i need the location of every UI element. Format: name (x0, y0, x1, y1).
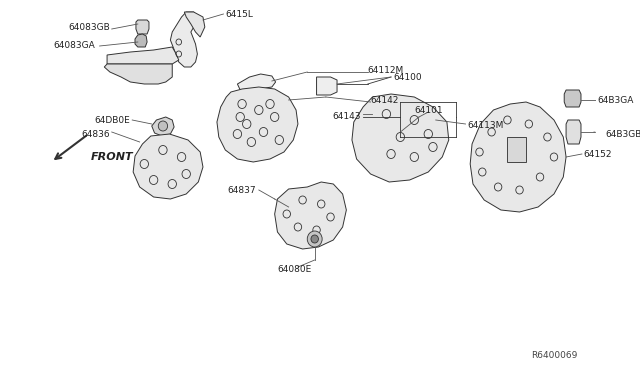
Polygon shape (170, 12, 197, 67)
Polygon shape (317, 77, 337, 95)
Polygon shape (133, 134, 203, 199)
Text: 64080E: 64080E (277, 264, 311, 273)
Circle shape (307, 231, 322, 247)
Polygon shape (566, 120, 581, 144)
Text: 64836: 64836 (81, 129, 110, 138)
Text: 64083GA: 64083GA (53, 41, 95, 49)
Text: 64143: 64143 (333, 112, 361, 121)
Text: 64112M: 64112M (368, 65, 404, 74)
Text: 64101: 64101 (414, 106, 443, 115)
Text: 64B3GA: 64B3GA (598, 96, 634, 105)
Text: 6415L: 6415L (225, 10, 253, 19)
Polygon shape (104, 64, 172, 84)
Circle shape (158, 121, 168, 131)
Polygon shape (107, 47, 179, 64)
Text: 64142: 64142 (371, 96, 399, 105)
Text: 64DB0E: 64DB0E (95, 115, 131, 125)
Polygon shape (352, 94, 449, 182)
Text: 64113M: 64113M (467, 121, 504, 129)
Text: 64B3GB: 64B3GB (605, 129, 640, 138)
Polygon shape (152, 117, 174, 136)
Text: 64100: 64100 (393, 73, 422, 81)
Polygon shape (136, 20, 149, 34)
Circle shape (311, 235, 319, 243)
Polygon shape (470, 102, 566, 212)
Text: FRONT: FRONT (92, 152, 134, 162)
Polygon shape (217, 87, 298, 162)
Text: 64083GB: 64083GB (68, 22, 110, 32)
Polygon shape (135, 34, 147, 47)
Text: 64837: 64837 (227, 186, 256, 195)
Polygon shape (237, 74, 276, 92)
Polygon shape (508, 137, 526, 162)
Text: 64152: 64152 (584, 150, 612, 158)
Polygon shape (275, 182, 346, 249)
Text: R6400069: R6400069 (531, 351, 577, 360)
Polygon shape (184, 12, 205, 37)
Polygon shape (564, 90, 581, 107)
